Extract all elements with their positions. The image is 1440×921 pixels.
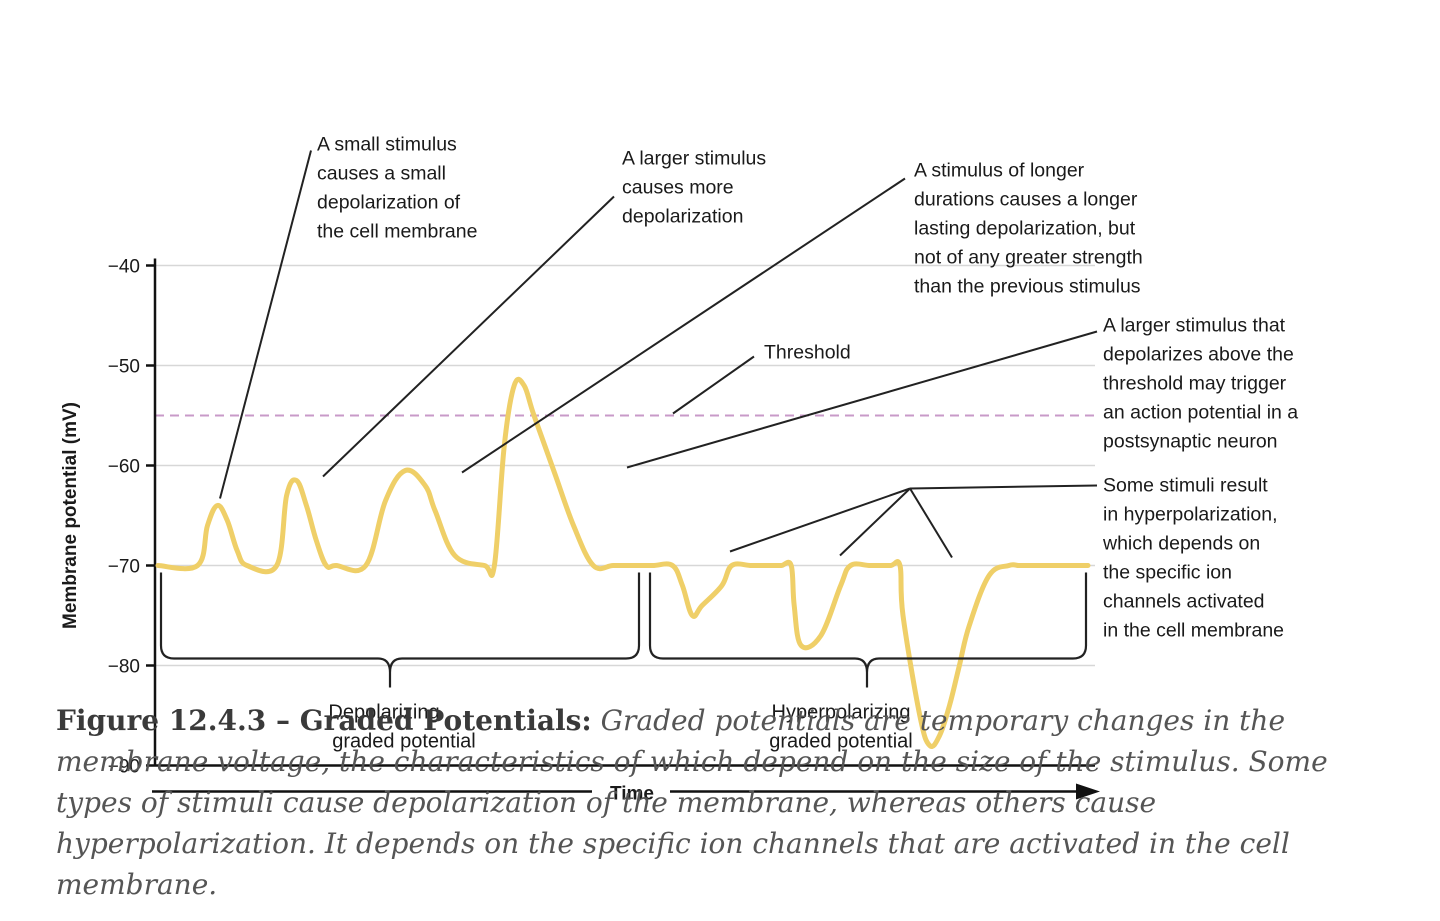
annotation-line: which depends on [1102, 533, 1260, 555]
annotation-line: in the cell membrane [1103, 620, 1284, 642]
annotation-hyperpolarization: Some stimuli result in hyperpolarization… [1102, 475, 1284, 642]
leader-line-hyper [909, 484, 1098, 490]
annotation-larger-stimulus: A larger stimulus causes more depolariza… [622, 148, 766, 228]
annotation-line: durations causes a longer [914, 189, 1138, 211]
leader-line-threshold [672, 355, 755, 415]
grid [155, 264, 1095, 667]
hyperpolarizing-label: graded potential [769, 731, 912, 753]
leader-lines [219, 150, 1098, 559]
annotation-threshold-trigger: A larger stimulus that depolarizes above… [1103, 315, 1298, 453]
hyperpolarizing-brace [648, 572, 1088, 688]
time-axis-arrow: Time [152, 783, 1100, 805]
depolarizing-label: graded potential [332, 731, 475, 753]
annotation-line: channels activated [1103, 591, 1265, 613]
annotation-line: the cell membrane [317, 221, 477, 243]
annotation-line: than the previous stimulus [914, 276, 1141, 298]
y-tick-label: −50 [108, 357, 140, 378]
y-tick-label: −80 [108, 657, 140, 678]
annotation-line: A small stimulus [317, 134, 457, 156]
annotation-small-stimulus: A small stimulus causes a small depolari… [317, 134, 477, 243]
annotation-line: A stimulus of longer [914, 160, 1085, 182]
annotation-line: depolarizes above the [1103, 344, 1294, 366]
y-tick-label: −90 [108, 757, 140, 778]
leader-line-trigger [626, 330, 1098, 469]
leader-line-hyper-1 [729, 487, 911, 553]
figure-caption: Figure 12.4.3 – Graded Potentials: Grade… [56, 700, 1366, 905]
annotation-line: causes a small [317, 163, 446, 185]
group-braces [159, 572, 1088, 688]
annotation-longer-stimulus: A stimulus of longer durations causes a … [914, 160, 1143, 298]
annotation-line: A larger stimulus that [1103, 315, 1286, 337]
caption-text: Graded potentials are temporary changes … [56, 704, 1328, 901]
depolarizing-brace [159, 572, 641, 688]
caption-label: Figure 12.4.3 – Graded Potentials: [56, 704, 592, 737]
annotation-line: an action potential in a [1103, 402, 1298, 424]
annotation-line: postsynaptic neuron [1103, 431, 1278, 453]
leader-line-larger [322, 195, 615, 478]
annotation-line: not of any greater strength [914, 247, 1143, 269]
y-axis-title: Membrane potential (mV) [60, 402, 81, 629]
annotation-line: depolarization [622, 206, 743, 228]
axes [146, 258, 1095, 767]
threshold-label: Threshold [764, 342, 851, 364]
hyperpolarizing-label: Hyperpolarizing [772, 702, 911, 724]
membrane-potential-trace [155, 376, 1091, 749]
annotation-line: threshold may trigger [1103, 373, 1287, 395]
y-tick-labels: −40 −50 −60 −70 −80 −90 [108, 257, 140, 778]
time-arrowhead [1076, 783, 1100, 800]
leader-line-longer [461, 177, 906, 474]
x-axis-title: Time [610, 784, 654, 805]
annotation-line: lasting depolarization, but [914, 218, 1136, 240]
leader-line-hyper-3 [909, 487, 953, 559]
annotation-line: Some stimuli result [1103, 475, 1268, 497]
y-tick-label: −40 [108, 257, 140, 278]
annotation-line: the specific ion [1103, 562, 1232, 584]
annotation-line: A larger stimulus [622, 148, 766, 170]
annotation-line: in hyperpolarization, [1103, 504, 1278, 526]
leader-line-hyper-2 [839, 487, 911, 557]
leader-line-small [219, 150, 312, 499]
depolarizing-label: Depolarizing [328, 702, 439, 724]
y-tick-label: −60 [108, 457, 140, 478]
annotation-line: depolarization of [317, 192, 461, 214]
annotation-line: causes more [622, 177, 734, 199]
y-tick-label: −70 [108, 557, 140, 578]
